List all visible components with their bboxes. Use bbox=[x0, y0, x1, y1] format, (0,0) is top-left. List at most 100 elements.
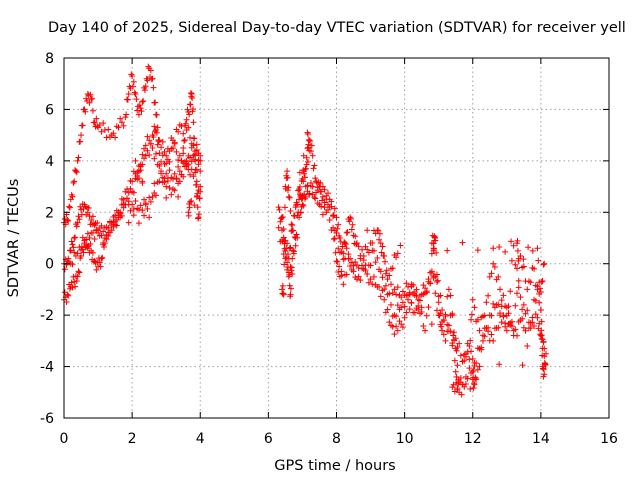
data-point bbox=[540, 261, 547, 268]
data-point bbox=[440, 331, 447, 338]
data-point bbox=[319, 211, 326, 218]
data-point bbox=[73, 277, 80, 284]
y-tick-label: 2 bbox=[45, 205, 54, 221]
data-point bbox=[296, 183, 303, 190]
data-point bbox=[285, 193, 292, 200]
data-point bbox=[190, 173, 197, 180]
data-point bbox=[110, 214, 117, 221]
data-point bbox=[133, 96, 140, 103]
data-point bbox=[197, 168, 204, 175]
data-point bbox=[536, 320, 543, 327]
data-point bbox=[100, 228, 107, 235]
data-point bbox=[294, 234, 301, 241]
data-point bbox=[142, 152, 149, 159]
data-point bbox=[498, 303, 505, 310]
data-point bbox=[427, 280, 434, 287]
data-point bbox=[488, 312, 495, 319]
data-point bbox=[408, 299, 415, 306]
data-point bbox=[108, 227, 115, 234]
data-point bbox=[449, 342, 456, 349]
data-point bbox=[529, 314, 536, 321]
data-point bbox=[72, 168, 79, 175]
y-axis-label: SDTVAR / TECUs bbox=[6, 179, 22, 298]
data-point bbox=[401, 303, 408, 310]
data-point bbox=[310, 165, 317, 172]
data-point bbox=[473, 360, 480, 367]
data-point bbox=[166, 167, 173, 174]
data-point bbox=[405, 283, 412, 290]
data-point bbox=[485, 292, 492, 299]
data-point bbox=[163, 170, 170, 177]
data-point bbox=[382, 258, 389, 265]
data-point bbox=[514, 265, 521, 272]
data-point bbox=[457, 352, 464, 359]
data-point bbox=[147, 198, 154, 205]
data-point bbox=[163, 194, 170, 201]
data-point bbox=[134, 169, 141, 176]
data-point bbox=[537, 332, 544, 339]
data-point bbox=[393, 291, 400, 298]
data-point bbox=[386, 319, 393, 326]
data-point bbox=[379, 243, 386, 250]
data-point bbox=[129, 201, 136, 208]
data-point bbox=[296, 169, 303, 176]
data-point bbox=[498, 319, 505, 326]
data-point bbox=[481, 333, 488, 340]
data-point bbox=[406, 289, 413, 296]
data-point bbox=[77, 138, 84, 145]
data-point bbox=[451, 357, 458, 364]
data-point bbox=[144, 147, 151, 154]
data-point bbox=[330, 212, 337, 219]
data-point bbox=[149, 75, 156, 82]
data-point bbox=[98, 232, 105, 239]
data-point bbox=[282, 247, 289, 254]
data-point bbox=[183, 116, 190, 123]
data-point bbox=[539, 352, 546, 359]
data-point bbox=[289, 271, 296, 277]
data-point bbox=[146, 137, 153, 144]
data-point bbox=[120, 196, 127, 203]
data-point bbox=[321, 204, 328, 211]
data-point bbox=[359, 246, 366, 253]
data-point bbox=[503, 327, 510, 334]
data-point bbox=[304, 130, 311, 137]
data-point bbox=[542, 350, 549, 357]
data-point bbox=[338, 268, 345, 275]
data-point bbox=[524, 343, 531, 349]
data-point bbox=[135, 175, 142, 182]
data-point bbox=[490, 337, 497, 344]
data-point bbox=[352, 233, 359, 240]
data-point bbox=[520, 256, 527, 263]
data-point bbox=[163, 160, 170, 167]
data-point bbox=[64, 217, 71, 223]
data-point bbox=[433, 278, 440, 285]
data-point bbox=[532, 311, 539, 318]
x-tick-label: 12 bbox=[464, 431, 482, 447]
data-point bbox=[466, 356, 473, 363]
data-point bbox=[431, 245, 438, 252]
data-point bbox=[149, 145, 156, 151]
data-point bbox=[287, 244, 294, 251]
data-point bbox=[285, 184, 292, 191]
data-point bbox=[159, 179, 166, 186]
data-point bbox=[97, 263, 104, 270]
data-point bbox=[483, 325, 490, 331]
data-point bbox=[357, 255, 364, 262]
data-point bbox=[393, 254, 400, 261]
data-point bbox=[326, 217, 333, 223]
data-point bbox=[152, 150, 159, 157]
data-point bbox=[537, 289, 544, 295]
data-point bbox=[124, 96, 131, 103]
data-point bbox=[307, 138, 314, 145]
data-point bbox=[391, 331, 398, 338]
data-point bbox=[342, 240, 349, 247]
data-point bbox=[73, 169, 80, 176]
data-point bbox=[86, 99, 93, 106]
data-point bbox=[467, 337, 474, 344]
data-point bbox=[312, 195, 319, 202]
data-point bbox=[170, 145, 176, 151]
data-point bbox=[173, 176, 180, 183]
data-point bbox=[524, 286, 531, 293]
data-point bbox=[542, 362, 549, 369]
data-point bbox=[279, 214, 286, 221]
